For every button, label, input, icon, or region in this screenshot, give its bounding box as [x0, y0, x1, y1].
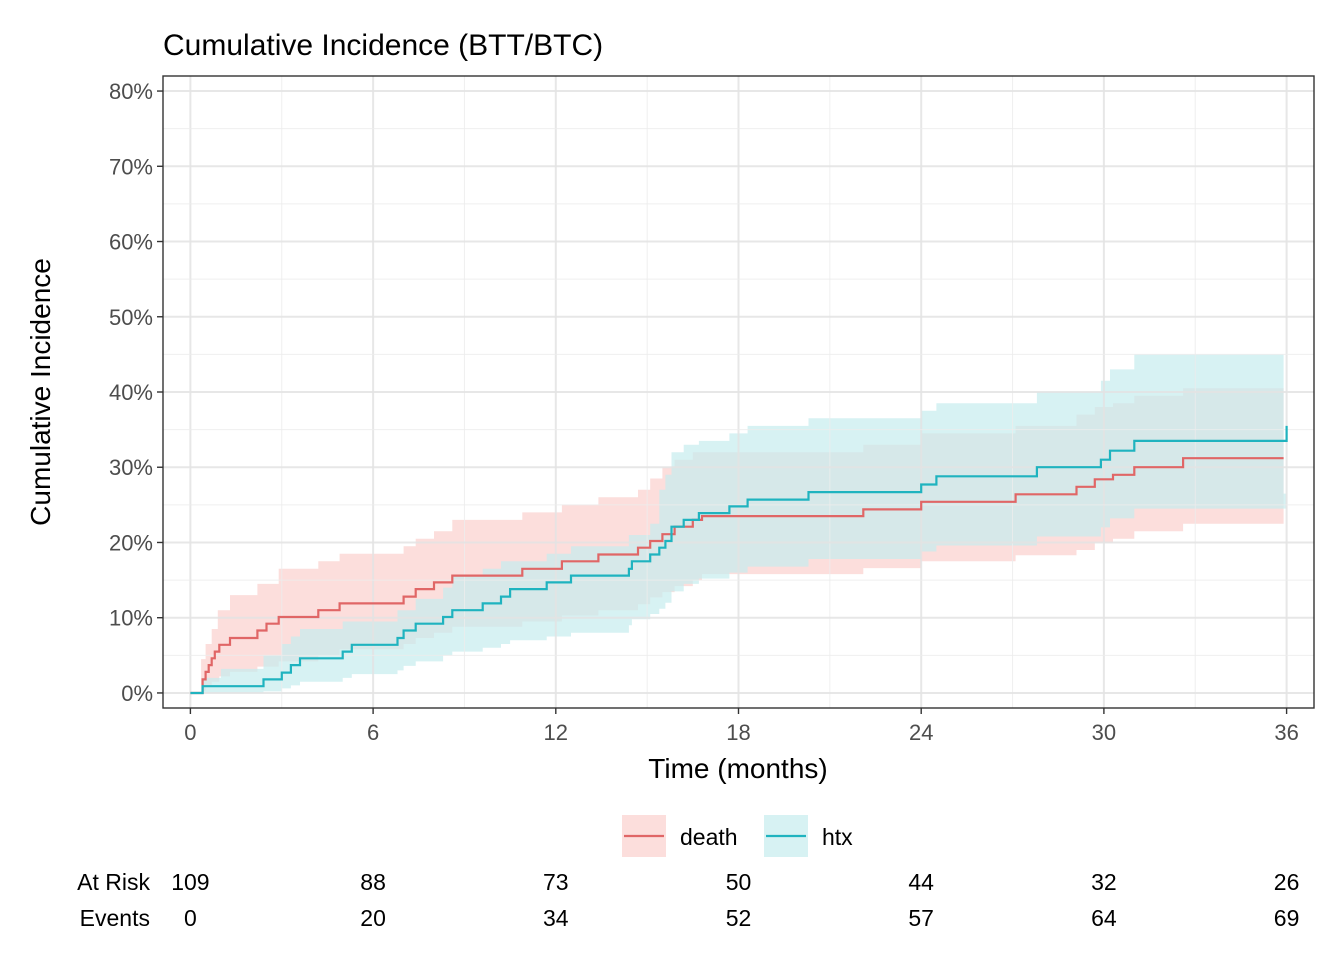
risk-table-cell: 57 — [908, 905, 934, 931]
band-htx — [199, 354, 1287, 693]
risk-table: At Risk 109 88 73 50 44 32 26 Events 0 20 34 52 57 64 6… — [77, 869, 1299, 931]
legend-label-death: death — [680, 824, 738, 850]
x-axis-ticks: 0 6 12 18 24 30 36 — [184, 708, 1299, 745]
x-tick-label: 36 — [1274, 720, 1298, 745]
x-tick-label: 0 — [184, 720, 196, 745]
y-tick-label: 30% — [109, 455, 153, 480]
y-tick-label: 80% — [109, 79, 153, 104]
y-tick-label: 70% — [109, 154, 153, 179]
x-tick-label: 24 — [909, 720, 933, 745]
risk-table-cell: 64 — [1091, 905, 1117, 931]
legend-item-death: death — [622, 815, 738, 857]
risk-table-cell: 44 — [908, 869, 934, 895]
line-htx — [190, 425, 1288, 695]
y-axis-ticks: 0% 10% 20% 30% 40% 50% 60% 70% 80% — [109, 79, 163, 706]
legend-item-htx: htx — [764, 815, 853, 857]
y-tick-label: 20% — [109, 530, 153, 555]
risk-table-cell: 109 — [171, 869, 209, 895]
risk-table-cell: 26 — [1274, 869, 1300, 895]
y-tick-label: 50% — [109, 305, 153, 330]
y-tick-label: 0% — [121, 681, 153, 706]
x-tick-label: 12 — [544, 720, 568, 745]
x-axis-title: Time (months) — [648, 753, 827, 784]
x-tick-label: 18 — [726, 720, 750, 745]
gridlines — [163, 76, 1314, 708]
legend-label-htx: htx — [822, 824, 853, 850]
risk-table-cell: 32 — [1091, 869, 1117, 895]
risk-table-cell: 34 — [543, 905, 569, 931]
line-death — [190, 457, 1284, 695]
risk-table-cell: 0 — [184, 905, 197, 931]
risk-table-cell: 20 — [360, 905, 386, 931]
y-tick-label: 60% — [109, 230, 153, 255]
y-tick-label: 40% — [109, 380, 153, 405]
risk-table-cell: 69 — [1274, 905, 1300, 931]
risk-table-row-label: Events — [80, 905, 150, 931]
chart-title: Cumulative Incidence (BTT/BTC) — [163, 29, 603, 62]
legend: death htx — [622, 815, 853, 857]
y-tick-label: 10% — [109, 606, 153, 631]
y-axis-title: Cumulative Incidence — [25, 258, 56, 526]
series-lines — [190, 425, 1288, 695]
risk-table-cell: 88 — [360, 869, 386, 895]
x-tick-label: 6 — [367, 720, 379, 745]
risk-table-cell: 50 — [726, 869, 752, 895]
x-tick-label: 30 — [1092, 720, 1116, 745]
risk-table-cell: 52 — [726, 905, 752, 931]
risk-table-row-label: At Risk — [77, 869, 150, 895]
confidence-bands — [199, 354, 1287, 693]
risk-table-cell: 73 — [543, 869, 569, 895]
